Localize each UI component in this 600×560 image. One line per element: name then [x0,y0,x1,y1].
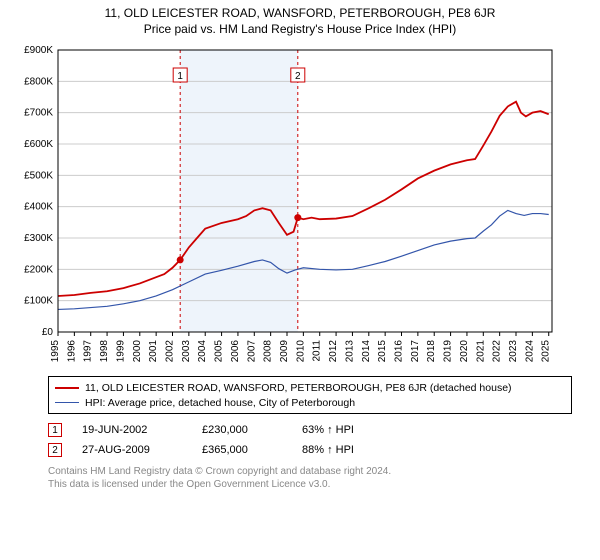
event-row-1: 1 19-JUN-2002 £230,000 63% ↑ HPI [48,420,572,440]
svg-text:2016: 2016 [394,340,405,363]
svg-text:2017: 2017 [410,340,421,363]
event-date-1: 19-JUN-2002 [82,424,202,436]
svg-text:2010: 2010 [295,340,306,363]
svg-text:2018: 2018 [426,340,437,363]
legend-label-hpi: HPI: Average price, detached house, City… [85,397,355,409]
chart-legend: 11, OLD LEICESTER ROAD, WANSFORD, PETERB… [48,376,572,414]
event-marker-2: 2 [48,443,62,457]
svg-text:2: 2 [295,71,301,82]
event-price-2: £365,000 [202,444,302,456]
page-subtitle: Price paid vs. HM Land Registry's House … [0,20,600,36]
svg-text:2019: 2019 [443,340,454,363]
svg-text:2012: 2012 [328,340,339,363]
price-chart: £0 £100K £200K £300K £400K £500K £600K £700K £80… [10,42,590,372]
svg-text:£800K: £800K [24,76,53,87]
legend-swatch-hpi [55,402,79,403]
svg-text:£400K: £400K [24,202,53,213]
svg-text:1999: 1999 [115,340,126,363]
page-title: 11, OLD LEICESTER ROAD, WANSFORD, PETERB… [0,0,600,20]
svg-text:2023: 2023 [508,340,519,363]
footnote-line1: Contains HM Land Registry data © Crown c… [48,466,572,479]
svg-text:2007: 2007 [246,340,257,363]
svg-text:2003: 2003 [181,340,192,363]
legend-swatch-property [55,387,79,389]
svg-text:1995: 1995 [50,340,61,363]
svg-text:£700K: £700K [24,108,53,119]
svg-text:2005: 2005 [214,340,225,363]
footnote-line2: This data is licensed under the Open Gov… [48,479,572,492]
svg-text:1997: 1997 [83,340,94,363]
svg-text:£300K: £300K [24,233,53,244]
svg-text:2000: 2000 [132,340,143,363]
svg-text:2025: 2025 [541,340,552,363]
event-table: 1 19-JUN-2002 £230,000 63% ↑ HPI 2 27-AU… [48,420,572,460]
svg-text:£200K: £200K [24,264,53,275]
svg-text:2008: 2008 [263,340,274,363]
legend-label-property: 11, OLD LEICESTER ROAD, WANSFORD, PETERB… [85,382,512,394]
svg-text:2024: 2024 [524,340,535,363]
svg-text:2001: 2001 [148,340,159,363]
svg-text:£900K: £900K [24,45,53,56]
svg-text:2006: 2006 [230,340,241,363]
svg-text:2020: 2020 [459,340,470,363]
legend-item-property: 11, OLD LEICESTER ROAD, WANSFORD, PETERB… [55,380,565,395]
event-price-1: £230,000 [202,424,302,436]
chart-canvas: £0 £100K £200K £300K £400K £500K £600K £700K £80… [10,42,570,372]
svg-text:2009: 2009 [279,340,290,363]
svg-text:£0: £0 [42,327,54,338]
svg-text:2021: 2021 [475,340,486,363]
svg-text:£600K: £600K [24,139,53,150]
svg-text:2022: 2022 [492,340,503,363]
event-marker-1: 1 [48,423,62,437]
svg-text:£500K: £500K [24,170,53,181]
svg-text:1996: 1996 [66,340,77,363]
event-hpi-1: 63% ↑ HPI [302,424,354,436]
svg-text:2014: 2014 [361,340,372,363]
svg-text:2011: 2011 [312,340,323,362]
svg-text:£100K: £100K [24,296,53,307]
svg-text:2002: 2002 [165,340,176,363]
svg-text:2013: 2013 [344,340,355,363]
event-hpi-2: 88% ↑ HPI [302,444,354,456]
svg-text:2004: 2004 [197,340,208,363]
footnote: Contains HM Land Registry data © Crown c… [48,466,572,491]
event-date-2: 27-AUG-2009 [82,444,202,456]
event-row-2: 2 27-AUG-2009 £365,000 88% ↑ HPI [48,440,572,460]
legend-item-hpi: HPI: Average price, detached house, City… [55,395,565,410]
svg-text:1: 1 [177,71,183,82]
svg-text:2015: 2015 [377,340,388,363]
svg-text:1998: 1998 [99,340,110,363]
